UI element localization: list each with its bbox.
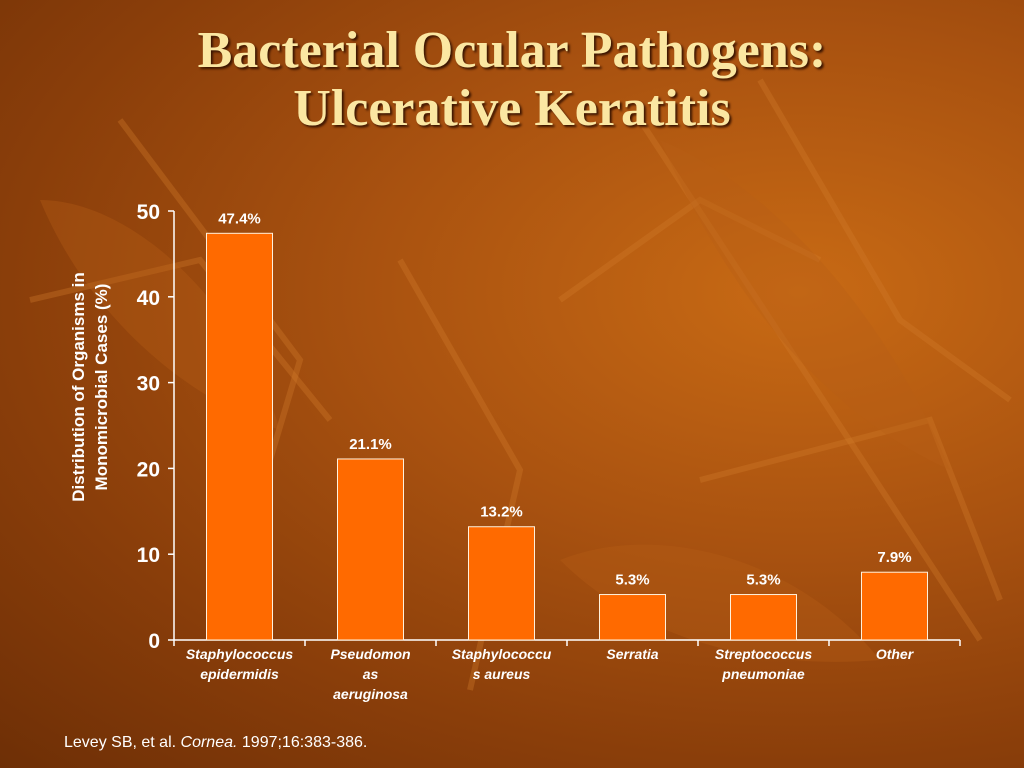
category-label: s aureus <box>473 666 531 682</box>
category-label: Pseudomon <box>330 646 410 662</box>
y-tick-label: 50 <box>137 201 160 224</box>
category-label: Streptococcus <box>715 646 812 662</box>
y-tick-label: 40 <box>137 287 160 310</box>
bar <box>861 571 928 641</box>
category-label: Staphylococcus <box>186 646 294 662</box>
category-label: Serratia <box>606 646 658 662</box>
citation-authors: Levey SB, et al. <box>64 734 177 751</box>
data-label: 5.3% <box>615 572 649 589</box>
category-label: Other <box>876 646 915 662</box>
data-label: 5.3% <box>746 572 780 589</box>
data-label: 21.1% <box>349 436 392 453</box>
data-label: 13.2% <box>480 504 523 521</box>
category-label: aeruginosa <box>333 686 408 702</box>
title-line-2: Ulcerative Keratitis <box>293 80 731 137</box>
bar <box>337 458 404 641</box>
data-label: 7.9% <box>877 549 911 566</box>
category-label: Staphylococcu <box>452 646 552 662</box>
bar <box>468 526 535 641</box>
title-line-1: Bacterial Ocular Pathogens: <box>197 22 827 79</box>
y-tick-label: 20 <box>137 458 160 481</box>
bar <box>599 594 666 641</box>
bar <box>206 232 273 641</box>
citation: Levey SB, et al. Cornea. 1997;16:383-386… <box>64 734 367 752</box>
y-tick-label: 10 <box>137 544 160 567</box>
category-label: epidermidis <box>200 666 279 682</box>
data-label: 47.4% <box>218 210 261 227</box>
y-tick-label: 0 <box>148 630 160 653</box>
category-label: as <box>363 666 379 682</box>
slide-title: Bacterial Ocular Pathogens: Ulcerative K… <box>0 22 1024 138</box>
y-tick-label: 30 <box>137 373 160 396</box>
citation-details: 1997;16:383-386. <box>241 734 368 751</box>
bar <box>730 594 797 641</box>
category-label: pneumoniae <box>721 666 805 682</box>
citation-journal: Cornea. <box>180 734 238 751</box>
